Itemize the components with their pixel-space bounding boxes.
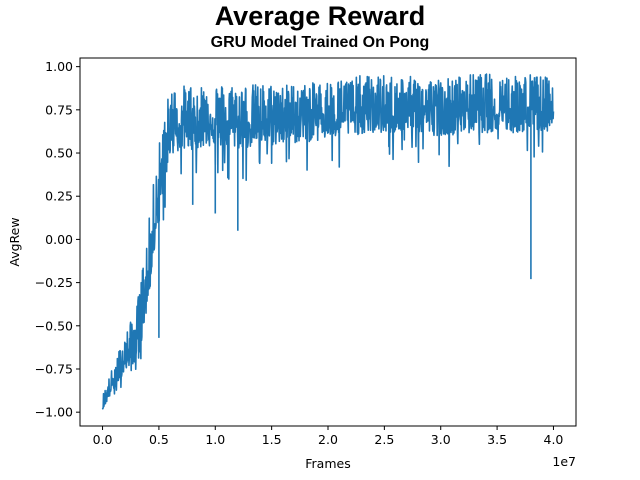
y-tick-label: −0.50 [35,318,73,333]
x-tick-label: 2.0 [318,432,338,447]
x-tick-label: 3.5 [487,432,507,447]
y-tick-label: −1.00 [35,405,73,420]
x-tick-label: 1.0 [205,432,225,447]
x-tick-label: 2.5 [374,432,394,447]
y-tick-label: −0.75 [35,361,73,376]
y-tick-label: 0.25 [45,189,73,204]
chart-subtitle: GRU Model Trained On Pong [210,34,430,51]
y-tick-label: 0.75 [45,102,73,117]
x-axis-ticks: 0.0 0.5 1.0 1.5 2.0 2.5 3.0 3.5 4.0 [93,426,564,447]
y-tick-label: 0.00 [45,232,73,247]
x-tick-label: 3.0 [431,432,451,447]
x-axis-offset-label: 1e7 [552,454,576,469]
series-layer [101,73,555,410]
x-tick-label: 4.0 [544,432,564,447]
x-tick-label: 1.5 [262,432,282,447]
x-axis-label: Frames [305,456,350,471]
y-tick-label: −0.25 [35,275,73,290]
y-tick-label: 0.50 [45,146,73,161]
x-tick-label: 0.5 [149,432,169,447]
chart-title: Average Reward [214,1,426,31]
y-axis-ticks: −1.00 −0.75 −0.50 −0.25 0.00 0.25 0.50 0.75 1.00 [35,59,80,420]
y-axis-label: AvgRew [7,217,22,266]
y-tick-label: 1.00 [45,59,73,74]
x-tick-label: 0.0 [93,432,113,447]
series-line [101,73,555,410]
